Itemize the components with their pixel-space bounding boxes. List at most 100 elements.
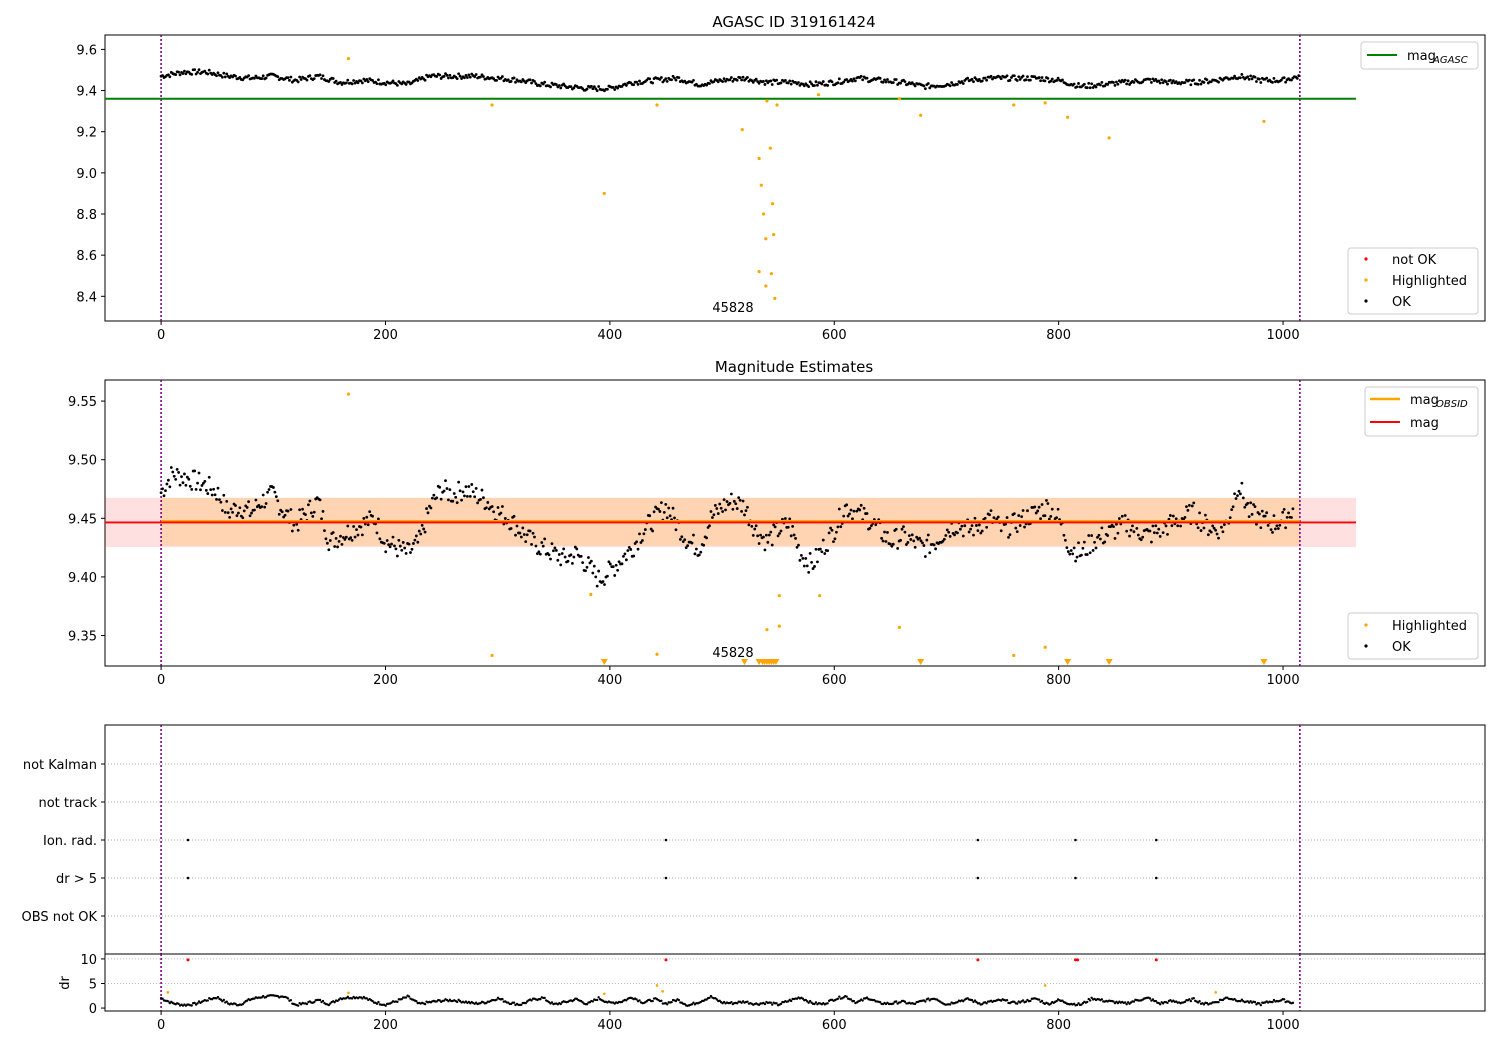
ok-point <box>323 529 326 533</box>
ok-point <box>722 498 726 501</box>
ok-point <box>216 995 220 999</box>
ok-point <box>1126 79 1130 83</box>
ok-point <box>457 72 461 76</box>
ok-point <box>190 72 194 76</box>
ok-point <box>589 84 593 88</box>
ok-point <box>1157 79 1161 83</box>
ok-point <box>479 497 482 501</box>
ok-point <box>514 80 517 84</box>
ok-point <box>438 73 442 77</box>
highlighted-point <box>1262 119 1266 124</box>
ok-point <box>366 523 370 527</box>
ok-point <box>435 496 439 500</box>
ok-point <box>960 80 964 83</box>
highlighted-point <box>818 594 822 598</box>
ok-point <box>167 1000 170 1003</box>
ok-point <box>352 525 356 528</box>
ok-point <box>181 72 185 75</box>
ok-point <box>705 536 708 540</box>
ok-point <box>1161 81 1165 85</box>
ok-point <box>218 498 221 502</box>
ok-point <box>816 560 819 564</box>
ok-point <box>1263 514 1267 518</box>
ok-point <box>468 75 472 79</box>
ok-point <box>333 545 337 548</box>
ok-point <box>892 1002 895 1005</box>
ok-point <box>718 502 722 506</box>
y-tick-label: 5 <box>89 977 97 992</box>
ok-point <box>665 516 669 520</box>
ok-point <box>830 528 834 532</box>
ok-point <box>321 74 325 78</box>
highlighted-point <box>602 191 606 196</box>
panel-magnitude-legend-bottom[interactable]: Highlighted OK <box>1347 612 1479 660</box>
ok-point <box>219 500 223 504</box>
ok-point <box>503 517 507 520</box>
ok-point <box>925 538 929 542</box>
panel-agasc-legend-bottom[interactable]: not OK Highlighted OK <box>1347 247 1479 315</box>
ok-point <box>1100 998 1104 1001</box>
ok-point <box>1141 80 1145 84</box>
ok-point <box>611 85 615 89</box>
ok-point <box>377 1000 380 1004</box>
ok-point <box>266 490 269 494</box>
ok-point <box>201 481 205 485</box>
ok-point <box>162 494 166 498</box>
ok-point <box>735 78 739 82</box>
ok-point <box>365 515 369 519</box>
ok-point <box>1214 528 1218 532</box>
ok-point <box>220 75 224 79</box>
ok-point <box>944 534 948 537</box>
highlighted-point <box>919 113 923 117</box>
highlighted-point <box>765 99 769 103</box>
ok-point <box>741 75 745 79</box>
ok-point <box>318 73 322 77</box>
ok-point <box>722 77 726 81</box>
ok-point <box>1129 528 1133 532</box>
ok-point <box>662 510 666 514</box>
ok-point <box>597 996 600 999</box>
panel-magnitude-title: Magnitude Estimates <box>715 358 873 376</box>
ok-point <box>1088 86 1092 90</box>
ok-point <box>559 86 563 90</box>
ok-point <box>371 999 374 1003</box>
ok-point <box>1233 74 1236 78</box>
ok-point <box>533 79 536 83</box>
ok-point <box>359 525 363 529</box>
ok-point <box>1281 510 1285 514</box>
ok-point <box>465 495 469 498</box>
x-tick-label: 200 <box>373 328 398 343</box>
ok-point <box>884 80 888 84</box>
ok-point <box>919 539 923 543</box>
ok-point <box>861 78 865 82</box>
ok-point <box>554 83 558 86</box>
panel-agasc-legend-top[interactable]: mag AGASC <box>1360 41 1479 70</box>
ok-point <box>395 83 399 87</box>
ok-point <box>454 495 458 499</box>
ok-point <box>641 539 644 542</box>
ok-point <box>344 81 348 85</box>
ok-point <box>636 82 640 86</box>
ok-point <box>626 549 630 552</box>
panel-magnitude-legend-top[interactable]: mag OBSID mag <box>1364 386 1479 437</box>
ok-point <box>1005 516 1009 519</box>
ok-point <box>1253 505 1257 509</box>
ok-point <box>356 533 360 537</box>
ok-point <box>1086 1000 1089 1004</box>
ok-point <box>677 76 681 80</box>
ok-point <box>948 535 952 538</box>
ok-point <box>1239 76 1242 80</box>
ok-point <box>1252 503 1255 506</box>
ok-point <box>625 999 628 1002</box>
ok-point <box>855 509 859 513</box>
ok-point <box>747 523 751 527</box>
highlighted-point <box>768 146 772 150</box>
ok-point <box>1018 524 1022 527</box>
ok-point <box>1291 507 1295 511</box>
ok-point <box>738 498 742 502</box>
ok-point <box>665 79 669 83</box>
ok-point <box>400 997 403 1001</box>
ok-point <box>1087 81 1091 85</box>
ok-point <box>659 76 663 79</box>
ok-point <box>979 531 983 535</box>
